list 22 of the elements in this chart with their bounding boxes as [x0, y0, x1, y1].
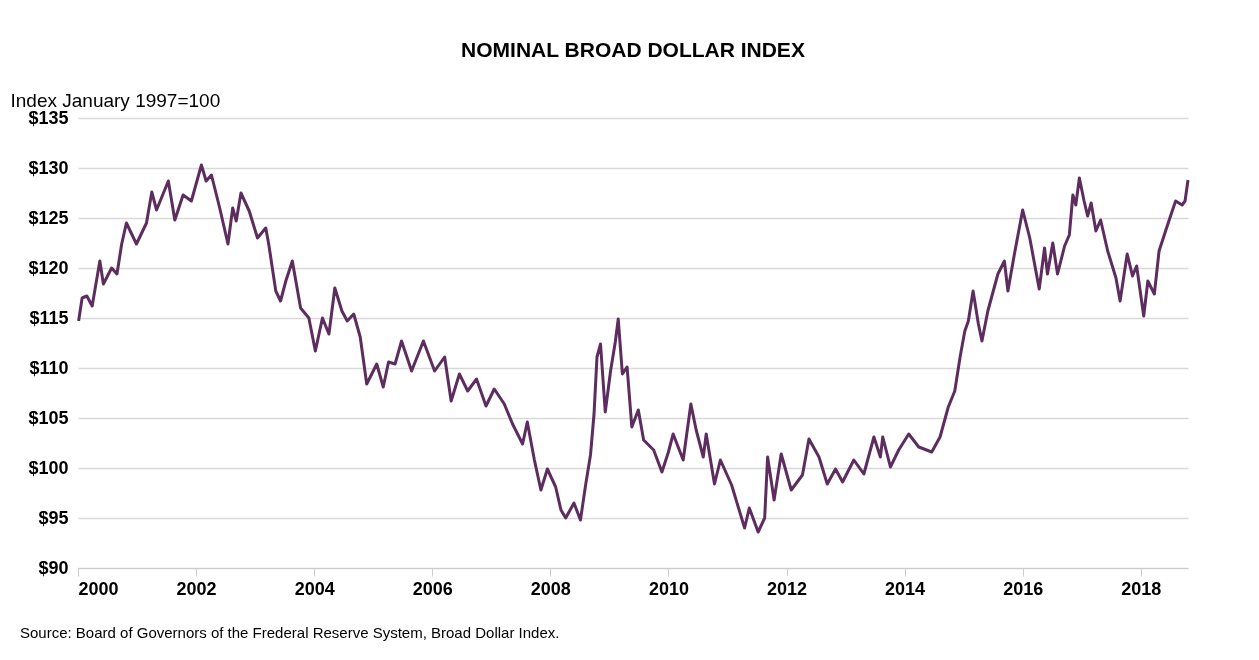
y-tick-label: $105 — [28, 407, 69, 428]
chart-title: NOMINAL BROAD DOLLAR INDEX — [461, 38, 805, 61]
x-tick-label: 2004 — [294, 578, 335, 599]
y-tick-label: $125 — [28, 207, 69, 228]
x-tick-label: 2016 — [1003, 578, 1044, 599]
x-tick-label: 2002 — [176, 578, 217, 599]
x-tick-label: 2006 — [412, 578, 453, 599]
source-note: Source: Board of Governors of the Frederal Reserve System, Broad Dollar Index. — [20, 624, 560, 641]
y-tick-label: $120 — [28, 257, 69, 278]
x-tick-label: 2014 — [885, 578, 926, 599]
x-tick-label: 2010 — [648, 578, 689, 599]
y-tick-label: $95 — [38, 507, 69, 528]
x-tick-label: 2008 — [530, 578, 571, 599]
x-tick-label: 2018 — [1121, 578, 1162, 599]
y-tick-label: $115 — [29, 307, 69, 328]
x-tick-label: 2012 — [766, 578, 808, 599]
y-tick-label: $130 — [28, 157, 69, 178]
y-tick-label: $100 — [28, 457, 69, 478]
y-tick-label: $90 — [38, 557, 69, 578]
line-series — [77, 163, 1190, 534]
x-tick-label: 2000 — [78, 578, 119, 599]
y-tick-label: $110 — [29, 357, 69, 378]
